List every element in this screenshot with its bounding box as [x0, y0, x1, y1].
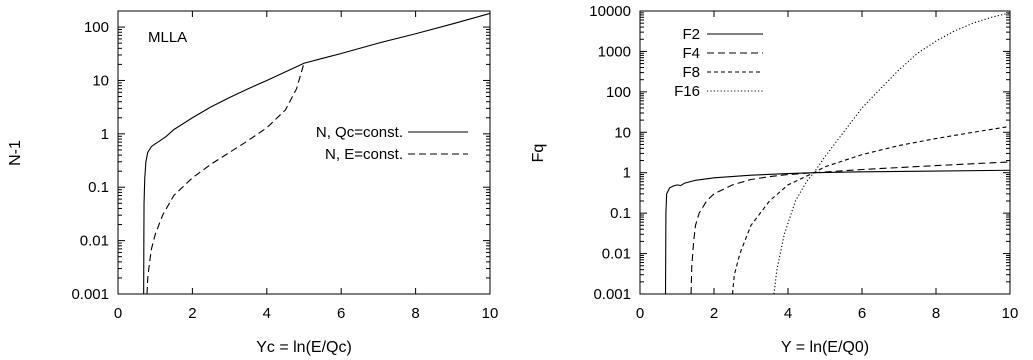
legend-label: F2	[682, 26, 700, 43]
x-tick-label: 6	[858, 305, 866, 322]
y-tick-label: 1000	[598, 43, 631, 60]
x-tick-label: 8	[932, 305, 940, 322]
series-line-f2	[664, 169, 1010, 294]
x-tick-label: 2	[710, 305, 718, 322]
x-tick-label: 0	[636, 305, 644, 322]
chart-right-panel: 0 2 4 6 8 10 0.001 0.01 0.1 1 10 100 1000 10000 Y = ln…	[530, 3, 1018, 356]
series-line-n-qc-const	[143, 12, 490, 294]
x-tick-label: 2	[188, 305, 196, 322]
y-tick-label: 10000	[589, 3, 631, 20]
x-tick-label: 8	[411, 305, 419, 322]
y-tick-label: 100	[84, 19, 109, 36]
legend-label: N, E=const.	[325, 146, 403, 163]
y-tick-label: 10	[92, 72, 109, 89]
y-tick-label: 1	[623, 165, 631, 182]
y-tick-label: 0.1	[88, 179, 109, 196]
y-tick-label: 0.01	[602, 246, 631, 263]
legend-label: F4	[682, 45, 700, 62]
y-tick-label: 0.001	[593, 286, 631, 303]
x-tick-label: 10	[482, 305, 499, 322]
y-tick-label: 1	[101, 126, 109, 143]
plot-frame	[639, 10, 1011, 295]
chart-left-panel: 0 2 4 6 8 10 0.001 0.01 0.1 1 10 100 Yc = ln(E/Qc) N-…	[7, 10, 499, 356]
legend-label: N, Qc=const.	[316, 124, 403, 141]
y-tick-label: 0.01	[80, 233, 109, 250]
x-tick-label: 0	[114, 305, 122, 322]
y-tick-label: 0.1	[610, 205, 631, 222]
y-tick-label: 0.001	[71, 286, 109, 303]
y-axis-label: Fq	[530, 144, 547, 163]
x-tick-label: 6	[337, 305, 345, 322]
series-line-f8	[731, 125, 1010, 294]
y-tick-label: 100	[606, 84, 631, 101]
x-axis-label: Y = ln(E/Q0)	[781, 339, 869, 356]
x-tick-label: 4	[263, 305, 271, 322]
chart-annotation: MLLA	[148, 29, 187, 46]
plot-frame	[117, 10, 491, 295]
legend-label: F16	[674, 83, 700, 100]
x-tick-label: 4	[784, 305, 792, 322]
x-axis-label: Yc = ln(E/Qc)	[256, 339, 352, 356]
legend-label: F8	[682, 64, 700, 81]
series-line-f4	[690, 161, 1010, 294]
y-tick-label: 10	[614, 124, 631, 141]
series-line-f16	[773, 12, 1010, 294]
x-tick-label: 10	[1002, 305, 1019, 322]
y-axis-label: N-1	[7, 140, 24, 166]
series-line-n-e-const	[146, 63, 305, 294]
